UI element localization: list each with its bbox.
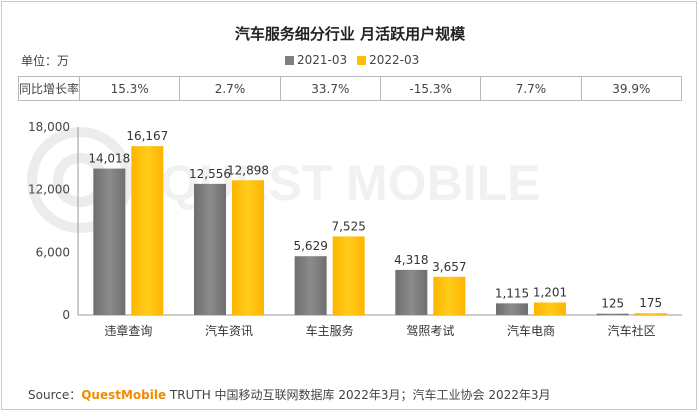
source-brand: QuestMobile (81, 388, 167, 402)
bar-2021-03 (294, 256, 327, 315)
y-tick-label: 0 (62, 308, 70, 322)
growth-cell: 15.3% (78, 76, 181, 101)
y-tick-label: 12,000 (28, 183, 70, 197)
x-tick-label: 汽车电商 (507, 323, 555, 338)
growth-cell: 2.7% (179, 76, 281, 101)
x-tick-label: 汽车资讯 (205, 323, 253, 338)
legend-swatch-2022 (357, 55, 367, 65)
source-note: Source：QuestMobile TRUTH 中国移动互联网数据库 2022… (28, 386, 551, 403)
chart-title: 汽车服务细分行业 月活跃用户规模 (234, 25, 466, 43)
bar-2021-03 (596, 313, 629, 315)
data-label: 1,201 (533, 285, 567, 299)
y-tick-label: 18,000 (28, 120, 70, 134)
bar-2022-03 (131, 146, 164, 315)
bar-2021-03 (194, 183, 226, 315)
y-tick-label: 6,000 (36, 245, 70, 259)
data-label: 4,318 (394, 253, 428, 267)
data-label: 14,018 (88, 152, 130, 166)
growth-cell: 39.9% (580, 76, 683, 101)
legend-label-2022: 2022-03 (369, 53, 420, 67)
data-label: 175 (639, 296, 662, 310)
bar-2022-03 (433, 276, 466, 315)
bar-2021-03 (93, 168, 126, 315)
source-text: TRUTH 中国移动互联网数据库 2022年3月；汽车工业协会 2022年3月 (166, 388, 551, 402)
bar-2022-03 (634, 313, 667, 315)
growth-cell: 33.7% (279, 76, 381, 101)
data-label: 5,629 (293, 239, 327, 253)
legend-item-2021: 2021-03 (285, 53, 347, 67)
x-tick-label: 违章查询 (104, 323, 152, 338)
data-label: 1,115 (495, 286, 529, 300)
x-tick-label: 汽车社区 (608, 323, 656, 338)
bar-2021-03 (496, 303, 528, 315)
growth-header: 同比增长率 (18, 76, 80, 101)
x-tick-label: 车主服务 (306, 323, 354, 338)
bar-2022-03 (534, 302, 566, 315)
bar-2022-03 (232, 180, 264, 315)
bar-2022-03 (332, 236, 365, 315)
growth-row: 同比增长率 15.3% 2.7% 33.7% -15.3% 7.7% 39.9% (18, 76, 683, 101)
x-tick-label: 驾照考试 (406, 323, 454, 338)
data-label: 125 (601, 297, 624, 311)
legend: 2021-03 2022-03 (285, 52, 429, 68)
data-label: 16,167 (126, 129, 168, 143)
data-label: 12,556 (189, 167, 231, 181)
unit-label: 单位：万 (21, 54, 70, 68)
data-label: 7,525 (331, 219, 365, 233)
data-label: 12,898 (227, 163, 269, 177)
legend-label-2021: 2021-03 (297, 53, 348, 67)
data-label: 3,657 (432, 260, 466, 274)
growth-table: 同比增长率 15.3% 2.7% 33.7% -15.3% 7.7% 39.9% (18, 76, 683, 101)
legend-swatch-2021 (285, 55, 294, 65)
bar-2021-03 (395, 269, 428, 315)
source-prefix: Source： (28, 388, 82, 402)
legend-item-2022: 2022-03 (357, 53, 419, 67)
